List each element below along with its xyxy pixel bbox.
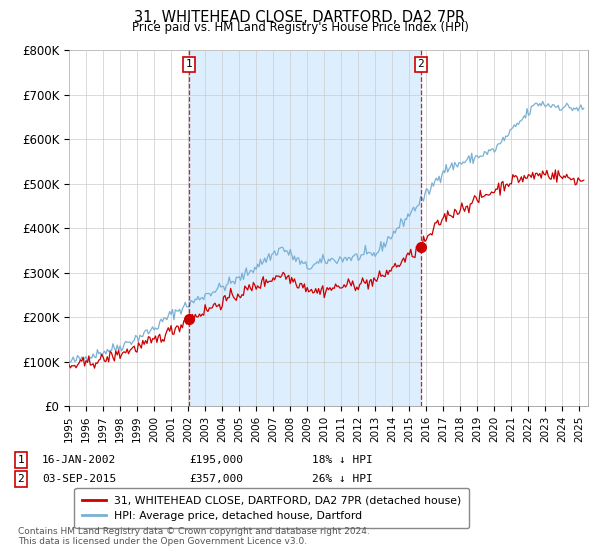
Text: £357,000: £357,000 [189,474,243,484]
Text: 16-JAN-2002: 16-JAN-2002 [42,455,116,465]
Text: 03-SEP-2015: 03-SEP-2015 [42,474,116,484]
Text: 2: 2 [17,474,25,484]
Text: 31, WHITEHEAD CLOSE, DARTFORD, DA2 7PR: 31, WHITEHEAD CLOSE, DARTFORD, DA2 7PR [134,10,466,25]
Legend: 31, WHITEHEAD CLOSE, DARTFORD, DA2 7PR (detached house), HPI: Average price, det: 31, WHITEHEAD CLOSE, DARTFORD, DA2 7PR (… [74,488,469,529]
Bar [189,50,421,406]
Text: 18% ↓ HPI: 18% ↓ HPI [312,455,373,465]
Text: 1: 1 [185,59,192,69]
Text: £195,000: £195,000 [189,455,243,465]
Text: Price paid vs. HM Land Registry's House Price Index (HPI): Price paid vs. HM Land Registry's House … [131,21,469,34]
Text: Contains HM Land Registry data © Crown copyright and database right 2024.
This d: Contains HM Land Registry data © Crown c… [18,526,370,546]
Text: 2: 2 [418,59,424,69]
Text: 1: 1 [17,455,25,465]
Text: 26% ↓ HPI: 26% ↓ HPI [312,474,373,484]
